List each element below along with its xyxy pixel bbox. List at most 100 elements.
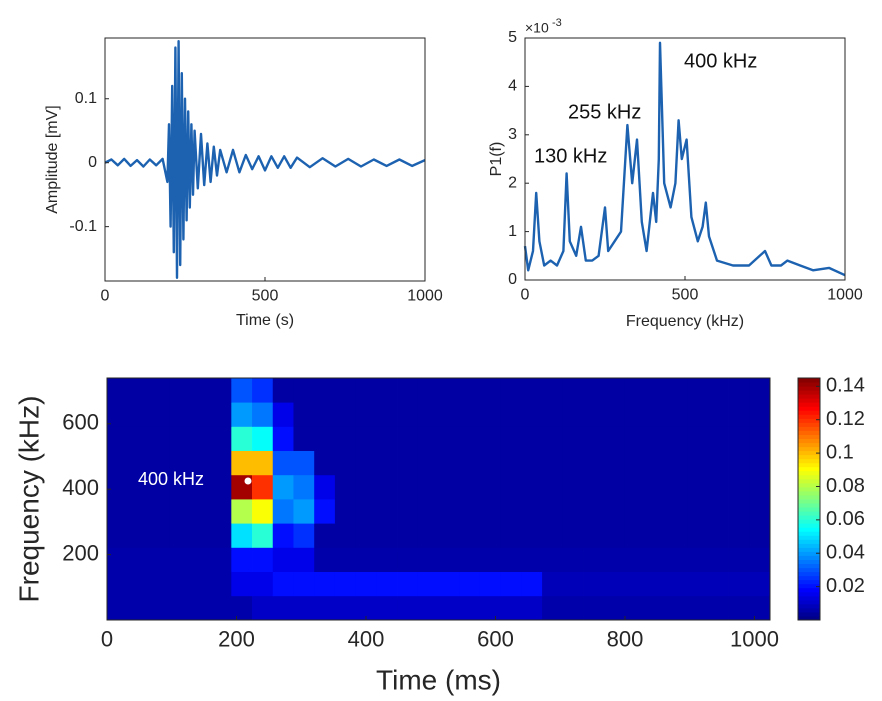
colorbar-swatch [798, 474, 820, 480]
heatmap-cell [210, 547, 232, 572]
heatmap-cell [169, 547, 191, 572]
heatmap-cell [604, 402, 626, 427]
heatmap-cell [687, 450, 709, 476]
heatmap-cell [189, 547, 211, 572]
heatmap-cell [707, 571, 729, 597]
heatmap-cell [542, 426, 564, 451]
heatmap-cell [521, 571, 543, 597]
heatmap-cell [542, 474, 564, 500]
colorbar-swatch [798, 507, 820, 512]
heatmap-cell [397, 499, 419, 524]
x-tick-label: 500 [252, 287, 279, 304]
heatmap-cell [500, 402, 522, 427]
heatmap-cell [624, 378, 647, 403]
heatmap-cell [210, 571, 232, 597]
colorbar-tick-label: 0.14 [826, 375, 865, 397]
colorbar-swatch [798, 575, 820, 581]
heatmap-cell [687, 547, 709, 572]
heatmap-cell [107, 499, 129, 524]
heatmap-cell [355, 547, 377, 572]
heatmap-cell [210, 474, 232, 500]
heatmap-cell [604, 595, 626, 621]
heatmap-cell [107, 571, 129, 597]
y-tick-label: 400 [62, 475, 99, 500]
heatmap-cell [397, 474, 419, 500]
colorbar-swatch [798, 394, 820, 399]
heatmap-cell [355, 402, 377, 427]
heatmap-cell [687, 499, 709, 524]
heatmap-cell [148, 402, 170, 427]
colorbar-swatch [798, 414, 820, 419]
heatmap-cell [749, 378, 771, 403]
colorbar-swatch [798, 482, 820, 488]
colorbar-swatch [798, 599, 820, 605]
colorbar-swatch [798, 535, 820, 540]
colorbar-swatch [798, 430, 820, 435]
heatmap-cell [687, 595, 709, 621]
heatmap-cell [272, 378, 294, 403]
heatmap-cell [479, 595, 502, 621]
heatmap-cell [666, 426, 688, 451]
heatmap-cell [189, 402, 211, 427]
heatmap-cell [272, 499, 294, 524]
heatmap-cell [645, 402, 667, 427]
colorbar-swatch [798, 438, 820, 444]
heatmap-cell [397, 595, 419, 621]
heatmap-cell [314, 499, 336, 524]
heatmap-cell [562, 523, 584, 548]
heatmap-cell [500, 571, 522, 597]
heatmap-cell [417, 499, 439, 524]
heatmap-cell [479, 523, 502, 548]
heatmap-cell [314, 474, 336, 500]
heatmap-cell [645, 595, 667, 621]
heatmap-cell [749, 426, 771, 451]
x-tick-label: 600 [477, 627, 514, 652]
heatmap-cell [210, 426, 232, 451]
heatmap-cell [728, 426, 750, 451]
heatmap-cell [334, 474, 357, 500]
heatmap-cell [189, 426, 211, 451]
colorbar-swatch [798, 494, 820, 500]
colorbar-tick-label: 0.08 [826, 475, 865, 497]
heatmap-cell [334, 547, 357, 572]
heatmap-cell [252, 595, 274, 621]
heatmap-cell [148, 426, 170, 451]
heatmap-cell [252, 523, 274, 548]
heatmap-cell [687, 523, 709, 548]
heatmap-cell [749, 571, 771, 597]
heatmap-cell [521, 450, 543, 476]
heatmap-cell [728, 595, 750, 621]
heatmap-cell [459, 571, 481, 597]
heatmap-cell [624, 426, 647, 451]
heatmap-cell [334, 402, 357, 427]
heatmap-cell [459, 595, 481, 621]
y-tick-label: 0.1 [75, 90, 97, 107]
heatmap-cell [293, 378, 315, 403]
heatmap-cell [624, 595, 647, 621]
heatmap-cell [707, 499, 729, 524]
heatmap-cell [438, 378, 460, 403]
y-axis-label: P1(f) [488, 142, 505, 177]
heatmap-cell [169, 402, 191, 427]
heatmap-cell [252, 474, 274, 500]
heatmap-cell [604, 378, 626, 403]
heatmap-cell [583, 426, 605, 451]
heatmap-cell [666, 547, 688, 572]
heatmap-cell [127, 450, 149, 476]
heatmap-cell [107, 474, 129, 500]
y-multiplier-base: ×10 [525, 20, 549, 36]
heatmap-cell [148, 595, 170, 621]
heatmap-cell [562, 426, 584, 451]
heatmap-cell [355, 595, 377, 621]
heatmap-cell [583, 547, 605, 572]
heatmap-cell [417, 547, 439, 572]
heatmap-cell [479, 402, 502, 427]
heatmap-cell [728, 402, 750, 427]
heatmap-cell [728, 571, 750, 597]
heatmap-cell [542, 378, 564, 403]
heatmap-cell [749, 547, 771, 572]
heatmap-cell [583, 499, 605, 524]
heatmap-cell [624, 402, 647, 427]
colorbar-tick-label: 0.04 [826, 542, 865, 564]
